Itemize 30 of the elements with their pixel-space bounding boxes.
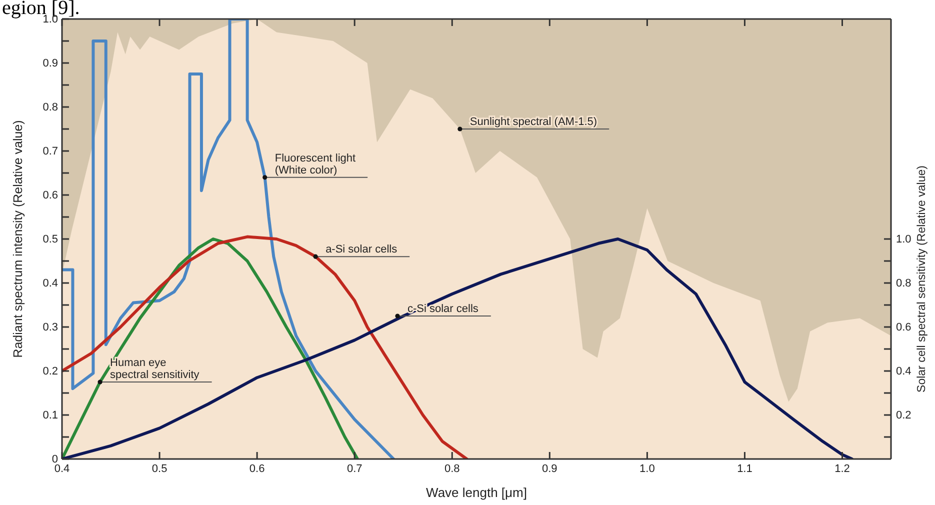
line-series	[62, 238, 854, 459]
y2-tick-label: 0.2	[896, 410, 912, 422]
y-tick-label: 0.3	[42, 322, 58, 334]
y-tick-label: 0.7	[42, 146, 58, 158]
x-tick-label: 0.6	[249, 462, 265, 475]
x-tick-label: 0.9	[542, 462, 558, 475]
y2-tick-label: 0.4	[896, 366, 912, 378]
y-tick-label: 0.2	[42, 366, 58, 378]
annotation: Fluorescent light (White color)	[274, 152, 356, 176]
x-tick-label: 1.2	[834, 462, 850, 475]
x-tick-label: 0.8	[444, 462, 460, 475]
x-axis-title: Wave length [μm]	[426, 485, 527, 500]
y-tick-label: 1.0	[42, 14, 58, 26]
annotation: Sunlight spectral (AM-1.5)	[470, 116, 598, 128]
y-tick-label: 0.8	[42, 102, 58, 114]
y2-tick-label: 0.6	[896, 322, 912, 334]
y-axis-title: Radiant spectrum intensity (Relative value)	[11, 120, 25, 358]
y2-tick-label: 0.8	[896, 278, 912, 290]
y-tick-label: 0.1	[42, 410, 58, 422]
x-tick-label: 0.7	[346, 462, 362, 475]
y-tick-label: 0.5	[42, 234, 58, 246]
annotation: a-Si solar cells	[326, 244, 398, 256]
y-tick-label: 0.6	[42, 190, 58, 202]
x-tick-label: 0.5	[152, 462, 168, 475]
x-tick-label: 1.0	[640, 462, 655, 475]
y-tick-label: 0.4	[42, 278, 58, 290]
y2-tick-label: 1.0	[896, 234, 912, 246]
x-tick-label: 1.1	[737, 462, 752, 475]
y-tick-label: 0.9	[42, 58, 58, 70]
y2-axis-title: Solar cell spectral sensitivity (Relative value)	[916, 165, 928, 392]
